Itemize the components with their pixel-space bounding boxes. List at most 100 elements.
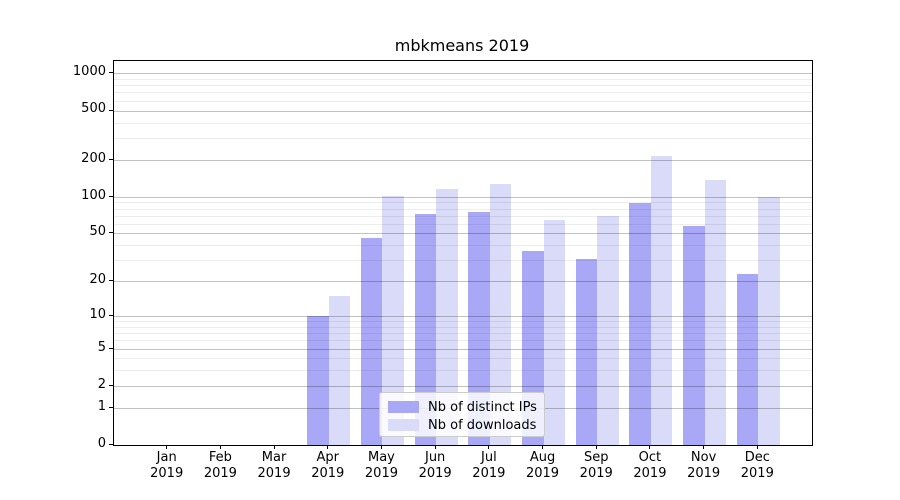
bar-distinct-ips-sep [575,258,598,445]
x-tick-year: 2019 [418,466,452,481]
x-tick-label: Feb 2019 [190,450,250,482]
gridline-major [114,73,812,75]
gridline-minor [114,122,812,124]
legend-label-downloads: Nb of downloads [428,417,537,433]
x-tick-label: May 2019 [351,450,411,482]
x-tick-mark [166,445,168,449]
y-tick-label: 0 [97,436,106,451]
gridline-minor [114,208,812,210]
x-tick-month: Jan [156,450,177,465]
y-tick-label: 50 [89,224,106,240]
x-tick-label: Jun 2019 [405,450,465,482]
legend-swatch-downloads [388,419,419,431]
x-tick-year: 2019 [364,466,398,481]
x-tick-month: May [368,450,395,465]
gridline-minor [114,260,812,262]
x-tick-label: Sep 2019 [566,450,626,482]
x-tick-year: 2019 [579,466,613,481]
gridline-minor [114,333,812,335]
legend-swatch-distinct-ips [388,401,419,413]
x-tick-month: Aug [529,450,556,465]
plot-area: Nb of distinct IPs Nb of downloads [113,60,813,446]
x-tick-label: Aug 2019 [513,450,573,482]
gridline-minor [114,85,812,87]
y-tick-label: 100 [81,187,106,203]
x-tick-year: 2019 [150,466,184,481]
y-tick-label: 200 [81,150,106,166]
x-tick-month: Oct [638,450,662,465]
bar-distinct-ips-dec [736,274,759,445]
y-tick-mark [109,72,113,74]
y-tick-label: 500 [81,101,106,117]
x-tick-label: Mar 2019 [244,450,304,482]
y-tick-mark [109,158,113,160]
x-tick-month: Dec [744,450,770,465]
bar-distinct-ips-jul [468,211,490,445]
x-tick-month: Sep [583,450,609,465]
y-tick-mark [109,384,113,386]
x-tick-mark [488,445,490,449]
x-tick-year: 2019 [472,466,506,481]
legend: Nb of distinct IPs Nb of downloads [379,392,545,437]
bar-downloads-nov [704,180,727,445]
bar-distinct-ips-may [360,237,383,445]
x-tick-mark [219,445,221,449]
x-tick-month: Nov [690,450,717,465]
x-tick-mark [756,445,758,449]
x-tick-month: Jul [481,450,497,465]
x-tick-mark [703,445,705,449]
bar-downloads-aug [543,220,566,445]
gridline-major [114,281,812,283]
legend-item-distinct-ips: Nb of distinct IPs [388,398,537,416]
gridline-major [114,159,812,161]
x-tick-mark [327,445,329,449]
x-tick-label: Jul 2019 [459,450,519,482]
x-tick-label: Dec 2019 [727,450,787,482]
y-tick-mark [109,315,113,316]
x-tick-label: Oct 2019 [620,450,680,482]
gridline-major [114,385,812,387]
x-tick-year: 2019 [687,466,721,481]
bar-downloads-jun [436,188,458,445]
x-tick-label: Jan 2019 [137,450,197,482]
gridline-minor [114,78,812,80]
x-tick-label: Apr 2019 [298,450,358,482]
bar-downloads-may [382,196,404,445]
x-tick-month: Mar [261,450,287,465]
gridline-minor [114,223,812,225]
bar-downloads-dec [758,196,780,445]
x-tick-year: 2019 [633,466,667,481]
y-tick-mark [109,109,113,111]
y-tick-mark [109,195,113,197]
x-tick-year: 2019 [257,466,291,481]
y-tick-label: 5 [97,339,106,355]
bar-downloads-oct [650,156,673,445]
gridline-major [114,196,812,198]
x-tick-mark [381,445,382,449]
gridline-minor [114,326,812,328]
gridline-minor [114,370,812,372]
gridline-minor [114,340,812,342]
x-tick-year: 2019 [525,466,560,481]
y-tick-label: 2 [97,376,106,392]
x-tick-year: 2019 [740,466,774,481]
y-tick-mark [109,347,113,349]
gridline-minor [114,100,812,102]
gridline-major [114,316,812,317]
gridline-major [114,110,812,112]
bar-distinct-ips-jun [414,214,437,445]
gridline-minor [114,245,812,247]
x-tick-mark [434,445,436,449]
gridline-minor [114,92,812,94]
bar-distinct-ips-apr [307,315,329,445]
y-tick-label: 20 [89,272,106,288]
y-tick-mark [109,280,113,282]
x-tick-month: Feb [208,450,232,465]
y-tick-mark [109,406,113,408]
x-tick-mark [273,445,275,449]
bar-downloads-sep [597,215,619,445]
bar-downloads-jul [489,183,512,445]
x-tick-mark [649,445,651,449]
chart-title: mbkmeans 2019 [394,36,530,55]
bar-downloads-apr [328,295,351,445]
